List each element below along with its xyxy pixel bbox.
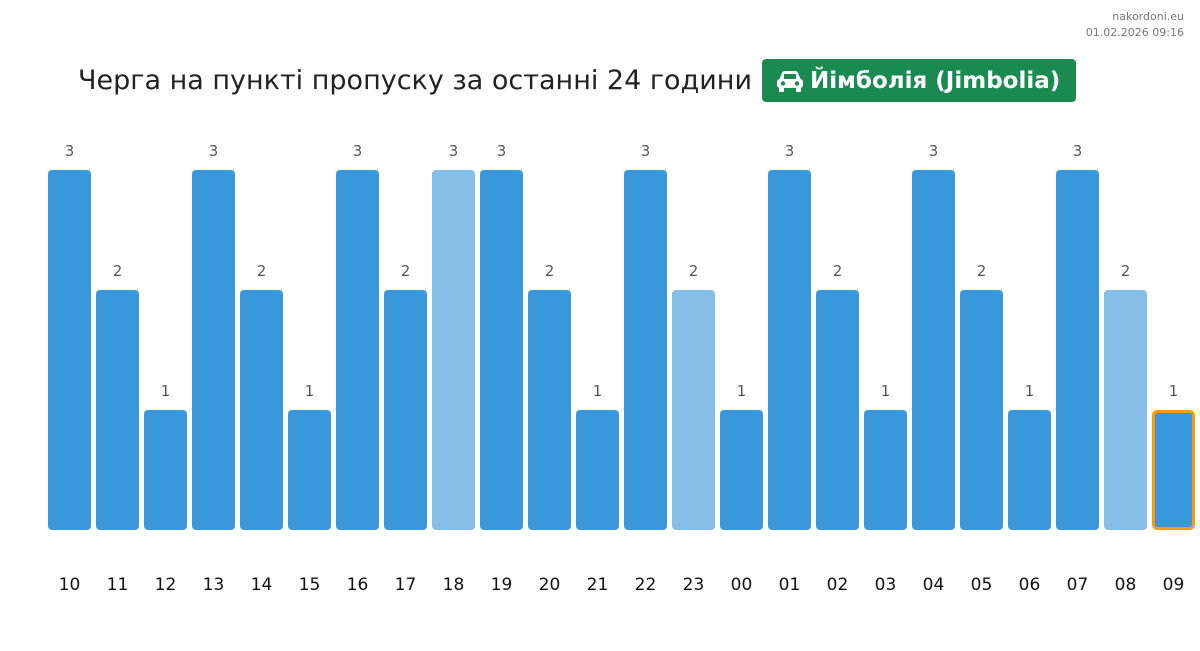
bar-value-label: 3: [1073, 142, 1083, 160]
bar-value-label: 2: [833, 262, 843, 280]
bar-14: [240, 290, 283, 530]
x-tick-label: 18: [443, 575, 465, 595]
bar-value-label: 2: [977, 262, 987, 280]
bar-value-label: 3: [449, 142, 459, 160]
bar-18: [432, 170, 475, 530]
x-tick-label: 14: [251, 575, 273, 595]
bar-21: [576, 410, 619, 530]
bar-04: [912, 170, 955, 530]
x-tick-label: 22: [635, 575, 657, 595]
bar-value-label: 1: [737, 382, 747, 400]
bar-22: [624, 170, 667, 530]
x-tick-label: 08: [1115, 575, 1137, 595]
bar-13: [192, 170, 235, 530]
bar-07: [1056, 170, 1099, 530]
bar-23: [672, 290, 715, 530]
bar-value-label: 2: [257, 262, 267, 280]
timestamp: 01.02.2026 09:16: [1085, 26, 1184, 39]
x-tick-label: 23: [683, 575, 705, 595]
bar-value-label: 3: [497, 142, 507, 160]
x-tick-label: 21: [587, 575, 609, 595]
bar-06: [1008, 410, 1051, 530]
bar-value-label: 1: [161, 382, 171, 400]
bar-20: [528, 290, 571, 530]
checkpoint-badge: Йімболія (Jimbolia): [762, 59, 1077, 102]
x-tick-label: 17: [395, 575, 417, 595]
bar-value-label: 3: [353, 142, 363, 160]
bar-05: [960, 290, 1003, 530]
bar-12: [144, 410, 187, 530]
x-tick-label: 09: [1163, 575, 1185, 595]
x-tick-label: 02: [827, 575, 849, 595]
site-name: nakordoni.eu: [1112, 10, 1184, 23]
x-tick-label: 19: [491, 575, 513, 595]
bar-15: [288, 410, 331, 530]
header-meta: nakordoni.eu 01.02.2026 09:16: [1086, 9, 1184, 41]
bar-11: [96, 290, 139, 530]
bar-00: [720, 410, 763, 530]
x-tick-label: 11: [107, 575, 129, 595]
bar-10: [48, 170, 91, 530]
bar-value-label: 1: [1025, 382, 1035, 400]
x-tick-label: 06: [1019, 575, 1041, 595]
bar-value-label: 1: [881, 382, 891, 400]
x-tick-label: 00: [731, 575, 753, 595]
bar-value-label: 3: [641, 142, 651, 160]
bar-08: [1104, 290, 1147, 530]
checkpoint-name: Йімболія (Jimbolia): [810, 67, 1061, 94]
bar-value-label: 3: [65, 142, 75, 160]
bar-17: [384, 290, 427, 530]
x-tick-label: 10: [59, 575, 81, 595]
bar-value-label: 2: [113, 262, 123, 280]
bar-value-label: 3: [929, 142, 939, 160]
bar-09: [1152, 410, 1195, 530]
bar-16: [336, 170, 379, 530]
bar-value-label: 2: [1121, 262, 1131, 280]
x-tick-label: 20: [539, 575, 561, 595]
bar-value-label: 1: [1169, 382, 1179, 400]
x-tick-label: 15: [299, 575, 321, 595]
bar-value-label: 3: [785, 142, 795, 160]
bar-value-label: 2: [545, 262, 555, 280]
bar-value-label: 2: [401, 262, 411, 280]
x-tick-label: 07: [1067, 575, 1089, 595]
car-icon: [776, 69, 804, 93]
bar-01: [768, 170, 811, 530]
bar-03: [864, 410, 907, 530]
chart-title: Черга на пункті пропуску за останні 24 г…: [78, 65, 752, 96]
x-tick-label: 05: [971, 575, 993, 595]
title-row: Черга на пункті пропуску за останні 24 г…: [78, 59, 1077, 102]
x-tick-label: 16: [347, 575, 369, 595]
bar-value-label: 1: [593, 382, 603, 400]
x-tick-label: 13: [203, 575, 225, 595]
x-tick-label: 04: [923, 575, 945, 595]
bar-02: [816, 290, 859, 530]
bar-value-label: 1: [305, 382, 315, 400]
bar-value-label: 3: [209, 142, 219, 160]
x-tick-label: 12: [155, 575, 177, 595]
bar-19: [480, 170, 523, 530]
bar-value-label: 2: [689, 262, 699, 280]
x-tick-label: 01: [779, 575, 801, 595]
x-tick-label: 03: [875, 575, 897, 595]
